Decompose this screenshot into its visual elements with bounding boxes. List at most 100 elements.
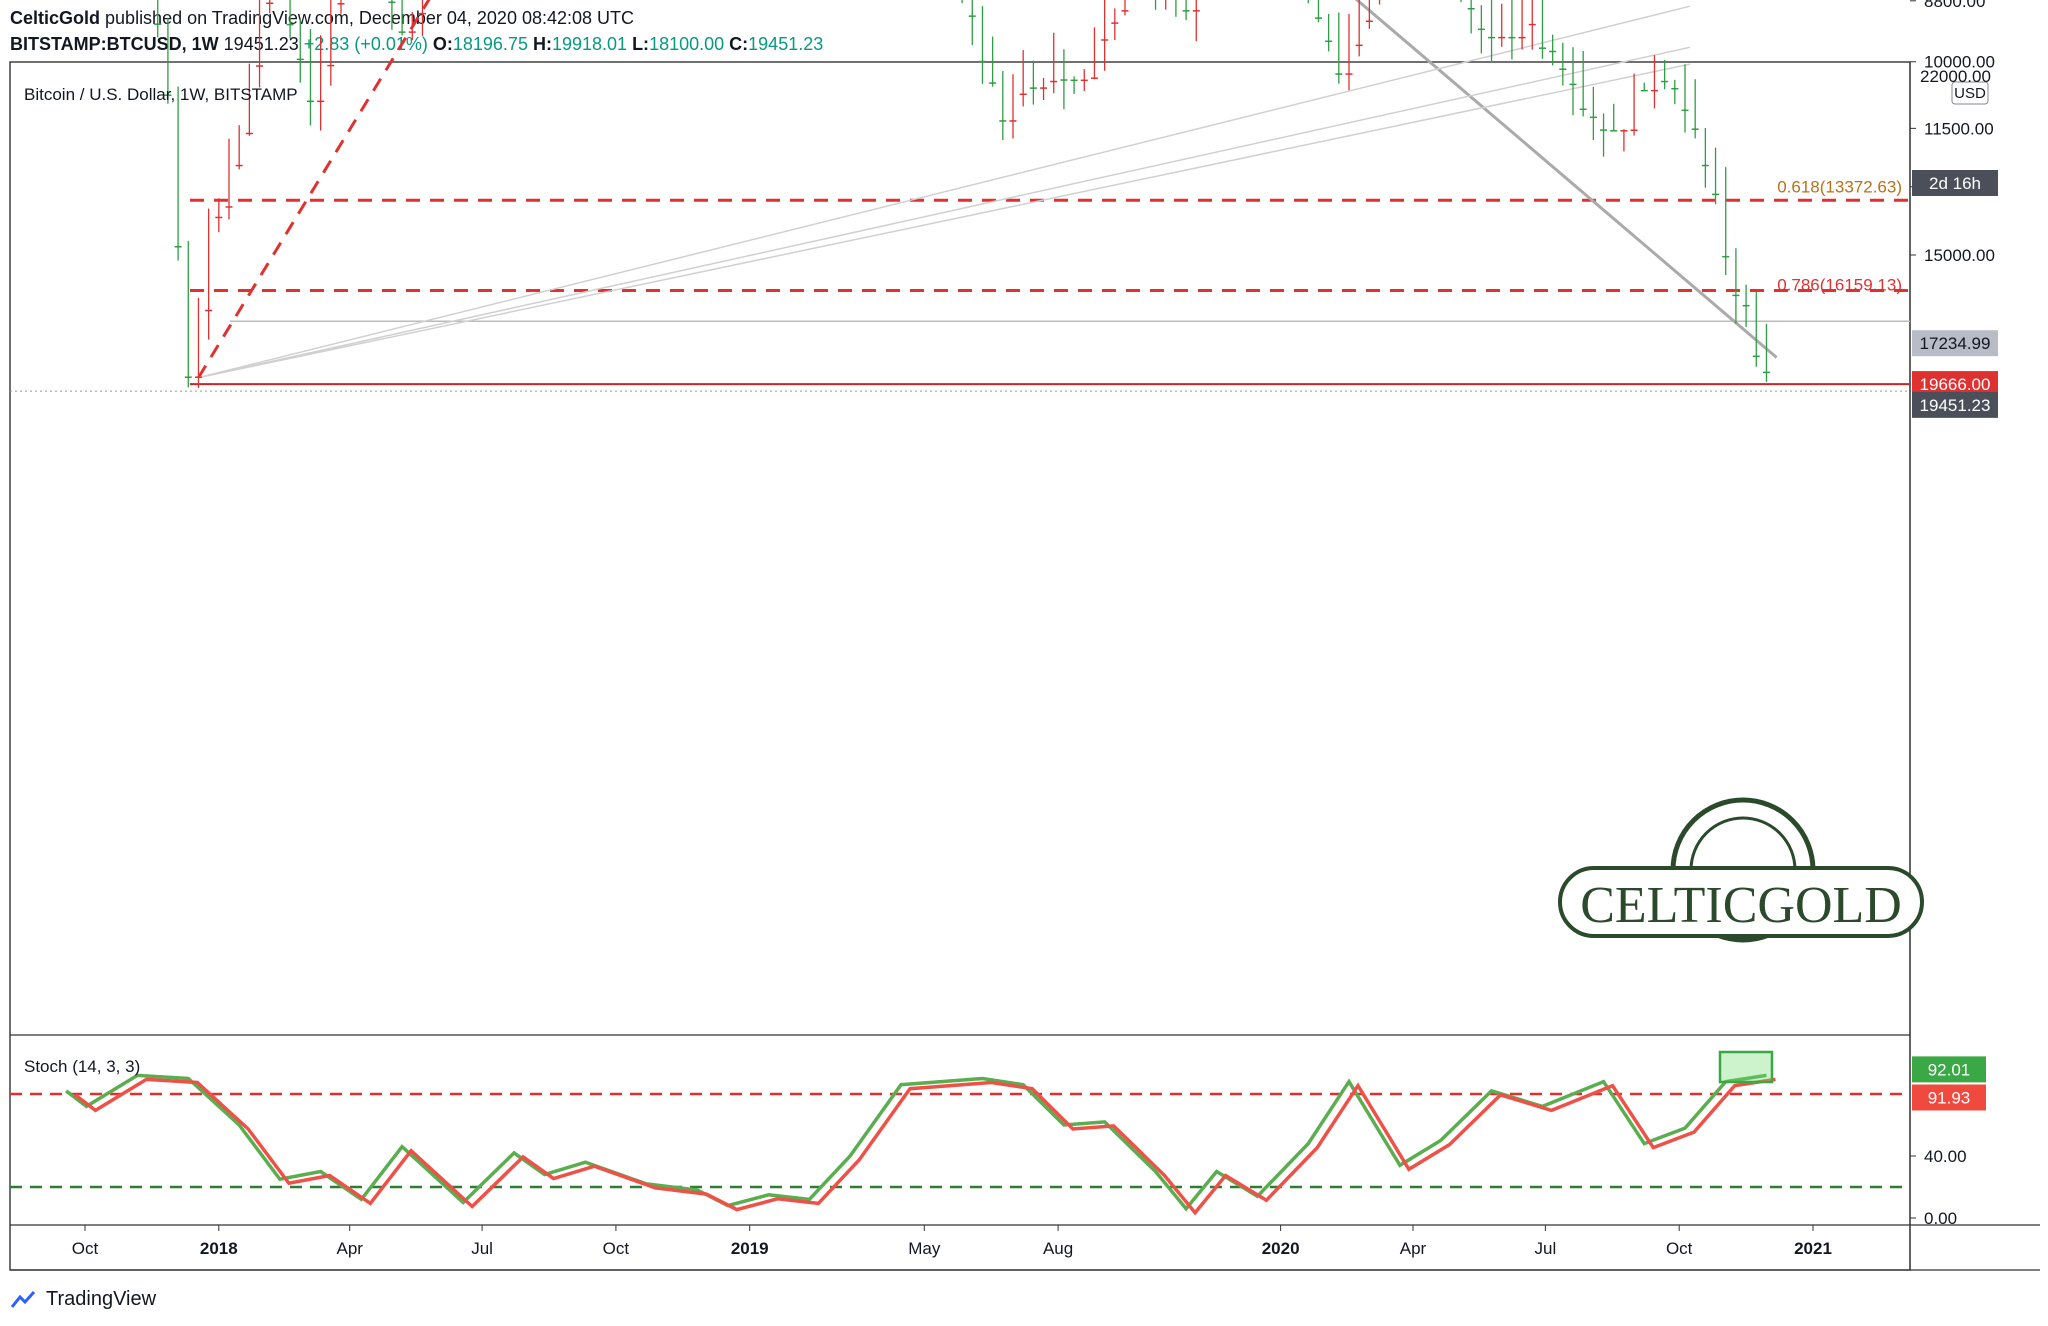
candle[interactable]: [1029, 60, 1037, 105]
symbol-line[interactable]: BITSTAMP:BTCUSD, 1W: [10, 34, 219, 54]
candle[interactable]: [1569, 47, 1577, 116]
time-axis[interactable]: Oct 2018 Apr Jul Oct 2019 May Aug 2020 Apr Jul Oct 2…: [72, 1225, 1832, 1258]
candle[interactable]: [1050, 32, 1058, 94]
candle[interactable]: [1722, 167, 1730, 275]
candle[interactable]: [306, 29, 314, 126]
candle[interactable]: [999, 71, 1007, 141]
candle[interactable]: [184, 240, 192, 388]
candle[interactable]: [286, 0, 294, 39]
candle[interactable]: [1620, 129, 1628, 152]
candle[interactable]: [1070, 76, 1078, 95]
price-label-box: [1912, 330, 1998, 357]
candle[interactable]: [1325, 13, 1333, 52]
horizontal-levels: [10, 198, 1910, 392]
candle[interactable]: [1508, 0, 1516, 60]
candle[interactable]: [1335, 12, 1343, 84]
candle[interactable]: [1712, 147, 1720, 205]
candle[interactable]: [1458, 0, 1465, 3]
candle[interactable]: [1192, 0, 1200, 42]
candle[interactable]: [1732, 248, 1740, 324]
candle[interactable]: [1162, 0, 1169, 10]
candle[interactable]: [418, 0, 426, 36]
candle[interactable]: [1111, 8, 1119, 41]
candle[interactable]: [256, 0, 264, 88]
candle[interactable]: [174, 86, 182, 261]
candle[interactable]: [266, 0, 274, 14]
candle[interactable]: [1650, 55, 1658, 109]
candle[interactable]: [1610, 103, 1618, 132]
candle[interactable]: [205, 208, 213, 340]
candle[interactable]: [1589, 86, 1597, 141]
candle[interactable]: [1467, 0, 1475, 34]
y-tick-label: 8800.00: [1924, 0, 1985, 11]
candle[interactable]: [1365, 0, 1373, 29]
stoch-d-line[interactable]: [74, 1077, 1776, 1216]
candle[interactable]: [1090, 27, 1098, 80]
candle[interactable]: [215, 198, 223, 233]
candle[interactable]: [1488, 0, 1496, 63]
candle[interactable]: [164, 17, 172, 104]
stoch-pane[interactable]: [10, 1050, 1910, 1216]
candle[interactable]: [225, 138, 233, 220]
candle[interactable]: [1681, 64, 1689, 133]
candle[interactable]: [327, 0, 335, 86]
candle[interactable]: [1314, 0, 1322, 23]
candle[interactable]: [1762, 323, 1770, 382]
candle[interactable]: [154, 0, 162, 38]
candle[interactable]: [1305, 0, 1312, 4]
candle[interactable]: [1080, 69, 1088, 91]
candle[interactable]: [337, 0, 345, 14]
candle[interactable]: [245, 63, 253, 136]
candle[interactable]: [1518, 0, 1526, 50]
candle[interactable]: [1355, 0, 1363, 57]
candle[interactable]: [978, 6, 986, 84]
candle[interactable]: [1579, 50, 1587, 117]
top-tick-label: 22000.00: [1920, 67, 1991, 86]
candle[interactable]: [1121, 0, 1129, 16]
candle[interactable]: [959, 0, 966, 4]
candle[interactable]: [235, 125, 243, 170]
candle[interactable]: [1528, 0, 1536, 50]
candle[interactable]: [1345, 13, 1353, 91]
candle[interactable]: [1661, 59, 1669, 90]
trendline-solid[interactable]: [708, 0, 1778, 359]
candle[interactable]: [388, 0, 396, 30]
candle[interactable]: [1498, 3, 1506, 47]
candle[interactable]: [1549, 34, 1557, 66]
candle[interactable]: [1742, 284, 1750, 327]
stoch-k-line[interactable]: [65, 1073, 1767, 1212]
candle[interactable]: [1701, 127, 1709, 188]
candles[interactable]: [63, 0, 1770, 389]
candle[interactable]: [1060, 49, 1068, 110]
candle[interactable]: [1559, 42, 1567, 86]
candle[interactable]: [1009, 74, 1017, 139]
candle[interactable]: [317, 35, 325, 131]
chart-frame: [9, 61, 1911, 1271]
footer-brand[interactable]: TradingView: [46, 1288, 157, 1310]
candle[interactable]: [1671, 79, 1679, 105]
candle[interactable]: [1640, 82, 1648, 92]
currency-box[interactable]: [1951, 81, 1989, 105]
candle[interactable]: [1600, 113, 1608, 157]
candle[interactable]: [1182, 0, 1190, 21]
candle[interactable]: [989, 36, 997, 87]
candle[interactable]: [194, 297, 202, 389]
candle[interactable]: [1101, 0, 1109, 71]
candle[interactable]: [398, 0, 406, 36]
candle[interactable]: [1172, 0, 1179, 17]
candle[interactable]: [408, 12, 416, 41]
fib-label: 0.786(16159.13): [1777, 275, 1902, 294]
candle[interactable]: [1630, 73, 1638, 136]
candle[interactable]: [1477, 5, 1485, 54]
candle[interactable]: [1691, 79, 1699, 139]
candle[interactable]: [1152, 0, 1159, 10]
candle[interactable]: [968, 0, 976, 46]
candle[interactable]: [1376, 0, 1383, 5]
candle[interactable]: [1752, 291, 1760, 367]
candle[interactable]: [1538, 0, 1546, 59]
candle[interactable]: [1040, 77, 1048, 100]
publisher-name[interactable]: CelticGold: [10, 8, 101, 28]
candle[interactable]: [296, 19, 304, 83]
candle[interactable]: [1019, 50, 1027, 107]
